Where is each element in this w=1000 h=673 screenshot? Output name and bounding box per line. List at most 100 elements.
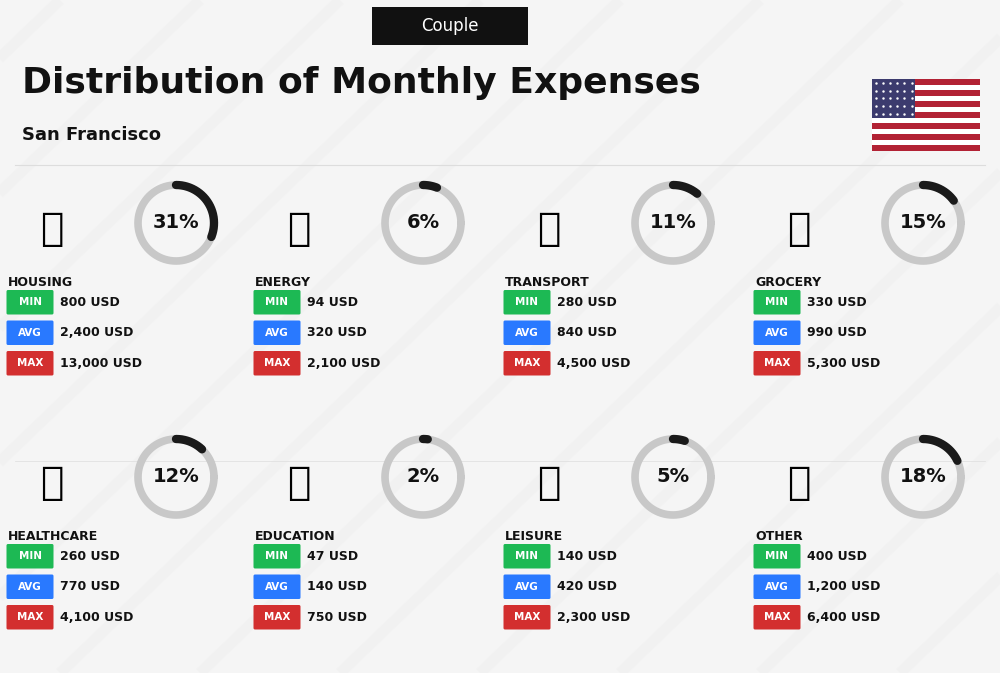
Text: 31%: 31% — [153, 213, 199, 232]
Text: MAX: MAX — [264, 612, 290, 623]
Text: TRANSPORT: TRANSPORT — [505, 276, 590, 289]
Text: MIN: MIN — [766, 551, 788, 561]
Bar — [872, 79, 915, 118]
Text: 4,500 USD: 4,500 USD — [557, 357, 630, 369]
Bar — [872, 129, 980, 135]
Bar — [872, 90, 980, 96]
Text: AVG: AVG — [515, 328, 539, 338]
Text: AVG: AVG — [765, 328, 789, 338]
Bar — [872, 118, 980, 123]
Text: 6,400 USD: 6,400 USD — [807, 611, 880, 624]
FancyBboxPatch shape — [504, 290, 550, 314]
Text: MIN: MIN — [18, 297, 42, 308]
Bar — [872, 79, 980, 151]
Text: AVG: AVG — [515, 581, 539, 592]
Text: 2,300 USD: 2,300 USD — [557, 611, 630, 624]
Text: GROCERY: GROCERY — [755, 276, 821, 289]
Text: MAX: MAX — [514, 612, 540, 623]
FancyBboxPatch shape — [7, 290, 53, 314]
Text: MAX: MAX — [764, 358, 790, 368]
Text: MIN: MIN — [516, 297, 538, 308]
Text: 800 USD: 800 USD — [60, 295, 120, 309]
Bar — [872, 140, 980, 145]
Text: 5%: 5% — [656, 468, 690, 487]
Bar — [372, 7, 528, 45]
FancyBboxPatch shape — [254, 575, 300, 599]
Text: AVG: AVG — [18, 328, 42, 338]
FancyBboxPatch shape — [754, 544, 801, 569]
Text: HOUSING: HOUSING — [8, 276, 73, 289]
Text: 770 USD: 770 USD — [60, 580, 120, 594]
FancyBboxPatch shape — [754, 320, 801, 345]
FancyBboxPatch shape — [504, 605, 550, 629]
Text: 🚌: 🚌 — [537, 210, 561, 248]
FancyBboxPatch shape — [254, 320, 300, 345]
Text: 2%: 2% — [406, 468, 440, 487]
Text: San Francisco: San Francisco — [22, 126, 161, 144]
FancyBboxPatch shape — [254, 290, 300, 314]
Text: 6%: 6% — [406, 213, 440, 232]
Text: 11%: 11% — [650, 213, 696, 232]
FancyBboxPatch shape — [754, 290, 801, 314]
Text: 750 USD: 750 USD — [307, 611, 367, 624]
Text: MAX: MAX — [264, 358, 290, 368]
Text: MIN: MIN — [766, 297, 788, 308]
Bar — [872, 79, 980, 85]
Text: 🛍: 🛍 — [537, 464, 561, 502]
Text: 990 USD: 990 USD — [807, 326, 867, 339]
Text: 330 USD: 330 USD — [807, 295, 867, 309]
FancyBboxPatch shape — [7, 544, 53, 569]
Text: AVG: AVG — [765, 581, 789, 592]
Text: Couple: Couple — [421, 17, 479, 35]
Text: 840 USD: 840 USD — [557, 326, 617, 339]
FancyBboxPatch shape — [754, 605, 801, 629]
Text: 420 USD: 420 USD — [557, 580, 617, 594]
Bar — [872, 135, 980, 140]
Text: 18%: 18% — [900, 468, 946, 487]
Text: 5,300 USD: 5,300 USD — [807, 357, 880, 369]
Text: EDUCATION: EDUCATION — [255, 530, 336, 543]
Text: 140 USD: 140 USD — [557, 550, 617, 563]
FancyBboxPatch shape — [7, 351, 53, 376]
FancyBboxPatch shape — [7, 320, 53, 345]
Bar — [872, 145, 980, 151]
Text: HEALTHCARE: HEALTHCARE — [8, 530, 98, 543]
FancyBboxPatch shape — [754, 351, 801, 376]
Bar — [872, 85, 980, 90]
Bar — [872, 101, 980, 107]
FancyBboxPatch shape — [254, 605, 300, 629]
Text: MAX: MAX — [764, 612, 790, 623]
Text: OTHER: OTHER — [755, 530, 803, 543]
Text: 94 USD: 94 USD — [307, 295, 358, 309]
FancyBboxPatch shape — [254, 351, 300, 376]
Bar — [872, 96, 980, 101]
Text: 💰: 💰 — [787, 464, 811, 502]
Text: 13,000 USD: 13,000 USD — [60, 357, 142, 369]
FancyBboxPatch shape — [504, 351, 550, 376]
Text: AVG: AVG — [18, 581, 42, 592]
FancyBboxPatch shape — [754, 575, 801, 599]
FancyBboxPatch shape — [504, 320, 550, 345]
Text: 🔌: 🔌 — [287, 210, 311, 248]
Text: 1,200 USD: 1,200 USD — [807, 580, 880, 594]
Text: MIN: MIN — [266, 297, 288, 308]
Text: MIN: MIN — [266, 551, 288, 561]
FancyBboxPatch shape — [7, 575, 53, 599]
Text: 2,400 USD: 2,400 USD — [60, 326, 133, 339]
Text: LEISURE: LEISURE — [505, 530, 563, 543]
Bar — [872, 123, 980, 129]
Text: MAX: MAX — [17, 612, 43, 623]
FancyBboxPatch shape — [7, 605, 53, 629]
Text: 400 USD: 400 USD — [807, 550, 867, 563]
Bar — [872, 112, 980, 118]
Text: 12%: 12% — [153, 468, 199, 487]
Text: 2,100 USD: 2,100 USD — [307, 357, 380, 369]
FancyBboxPatch shape — [254, 544, 300, 569]
Text: Distribution of Monthly Expenses: Distribution of Monthly Expenses — [22, 66, 701, 100]
Text: 47 USD: 47 USD — [307, 550, 358, 563]
Text: ENERGY: ENERGY — [255, 276, 311, 289]
Text: 🏢: 🏢 — [40, 210, 64, 248]
Text: 4,100 USD: 4,100 USD — [60, 611, 133, 624]
Text: AVG: AVG — [265, 581, 289, 592]
Text: MAX: MAX — [17, 358, 43, 368]
